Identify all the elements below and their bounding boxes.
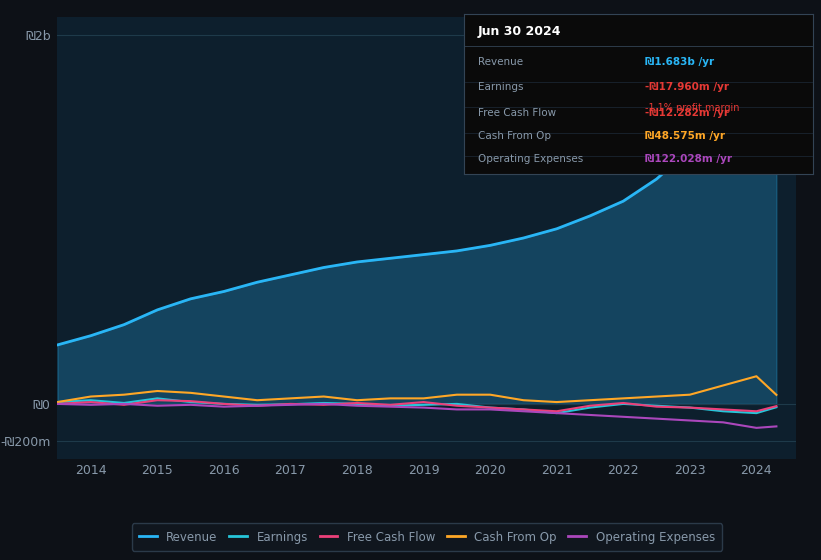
Text: Jun 30 2024: Jun 30 2024 (478, 25, 562, 38)
Text: Operating Expenses: Operating Expenses (478, 155, 583, 165)
Text: ₪122.028m /yr: ₪122.028m /yr (645, 155, 732, 165)
Text: -1.1% profit margin: -1.1% profit margin (645, 102, 740, 113)
Text: ₪1.683b /yr: ₪1.683b /yr (645, 57, 714, 67)
Text: -₪17.960m /yr: -₪17.960m /yr (645, 82, 729, 92)
Text: Cash From Op: Cash From Op (478, 131, 551, 141)
Text: Revenue: Revenue (478, 57, 523, 67)
Text: Earnings: Earnings (478, 82, 523, 92)
Text: ₪48.575m /yr: ₪48.575m /yr (645, 131, 725, 141)
Text: Free Cash Flow: Free Cash Flow (478, 108, 556, 118)
Text: -₪12.282m /yr: -₪12.282m /yr (645, 108, 729, 118)
Legend: Revenue, Earnings, Free Cash Flow, Cash From Op, Operating Expenses: Revenue, Earnings, Free Cash Flow, Cash … (132, 524, 722, 550)
